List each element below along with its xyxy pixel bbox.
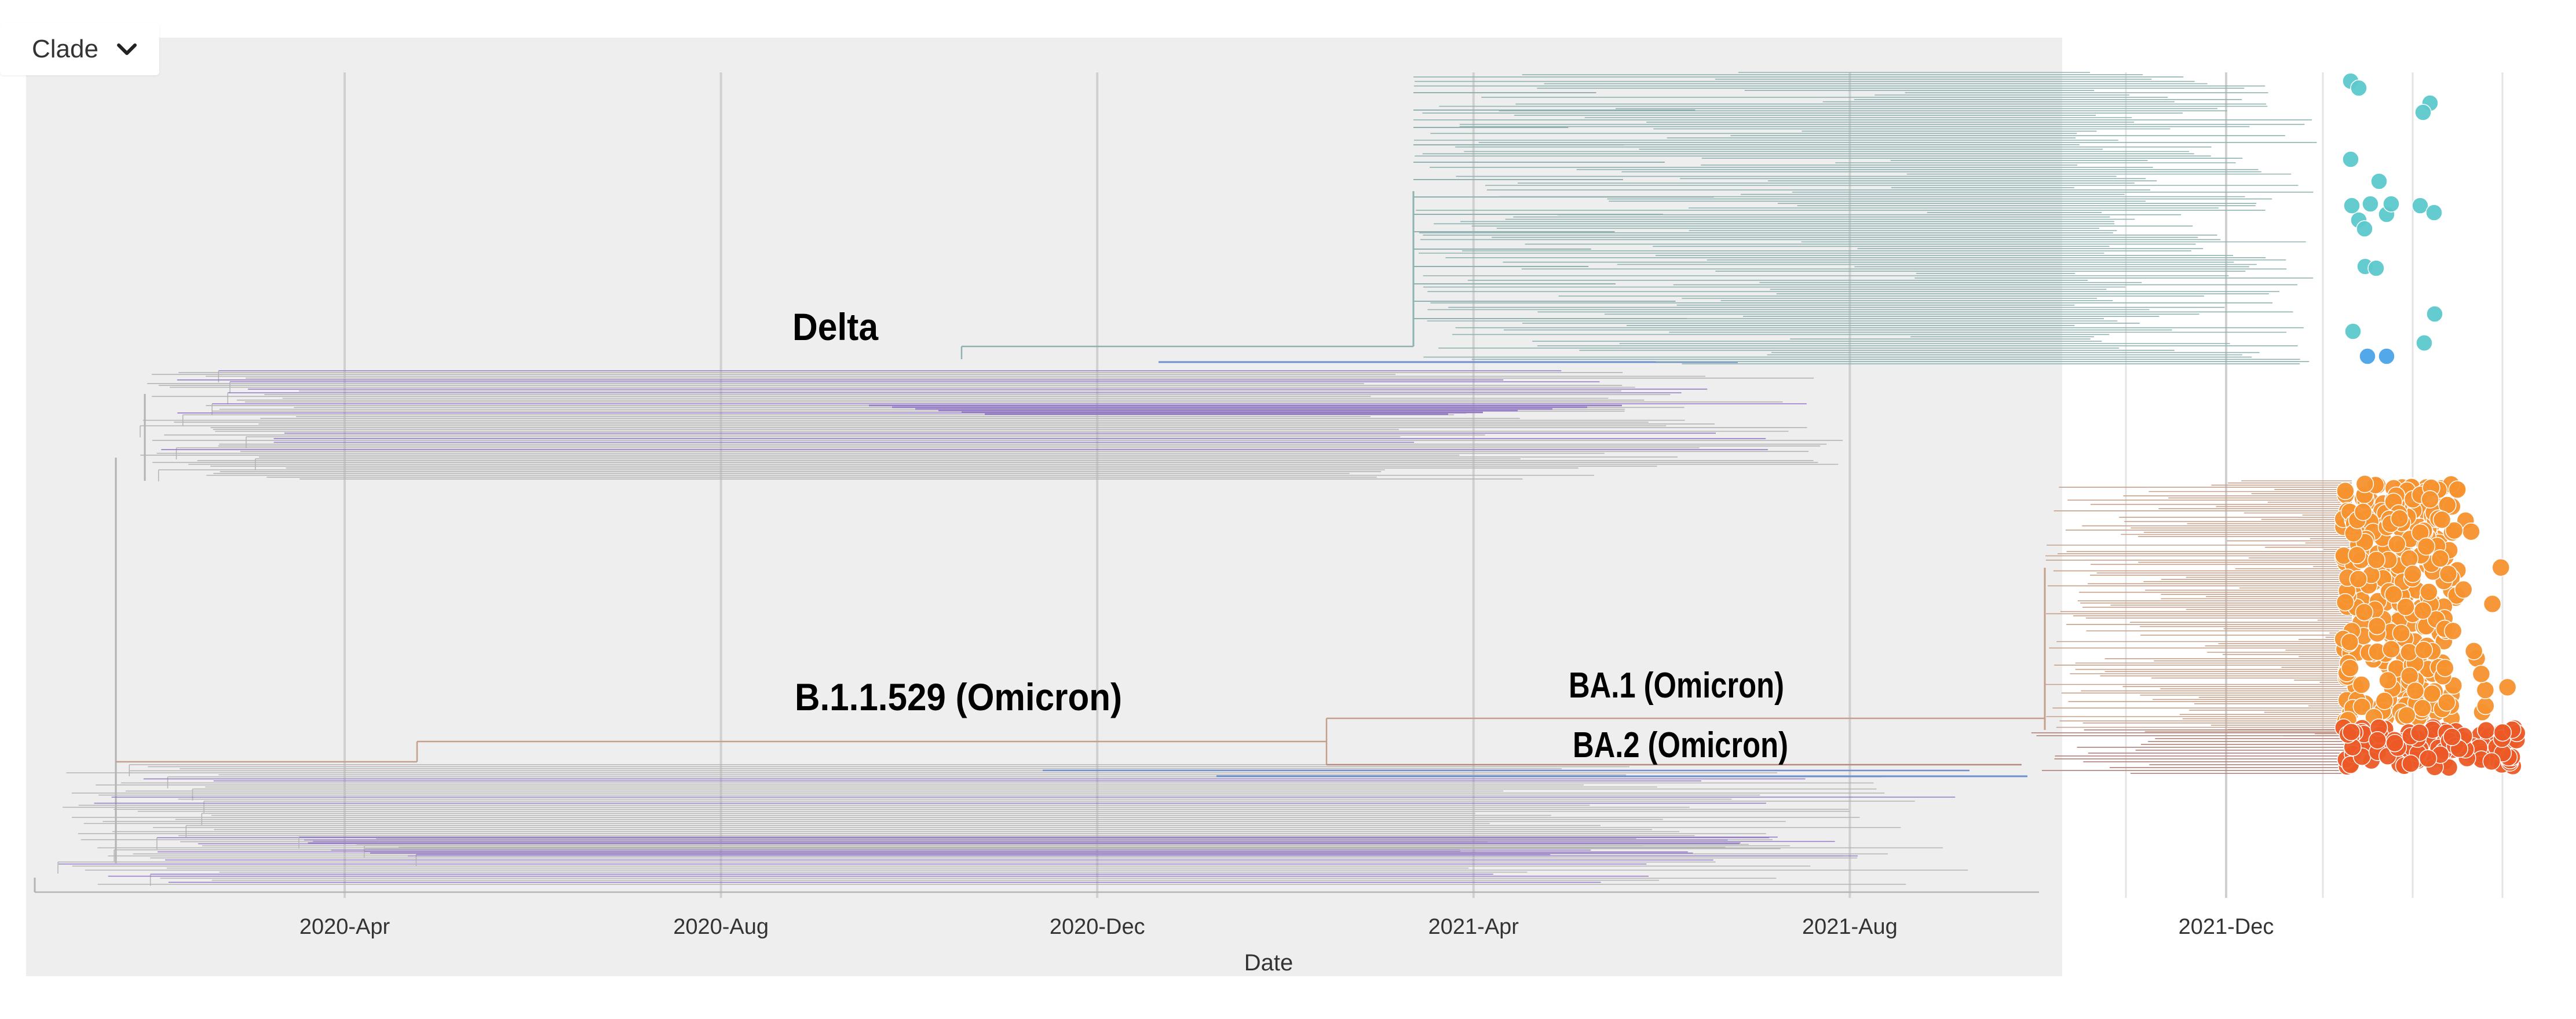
tip-node[interactable]	[2350, 79, 2367, 97]
tip-node[interactable]	[2472, 664, 2491, 684]
x-tick-label: 2020-Dec	[1050, 915, 1145, 939]
tip-node[interactable]	[2483, 594, 2502, 613]
tip-node[interactable]	[2413, 601, 2432, 620]
tip-node[interactable]	[2367, 616, 2387, 635]
tip-node[interactable]	[2367, 550, 2386, 569]
tip-node[interactable]	[2477, 721, 2495, 740]
tip-node[interactable]	[2378, 348, 2395, 365]
x-tick-label: 2020-Aug	[673, 915, 769, 939]
tip-node[interactable]	[2491, 558, 2511, 577]
tip-node[interactable]	[2342, 151, 2359, 168]
x-tick-label: 2021-Aug	[1802, 915, 1898, 939]
tip-node[interactable]	[2340, 633, 2359, 652]
tip-node[interactable]	[2431, 549, 2450, 568]
tip-node[interactable]	[2406, 681, 2425, 700]
tip-node[interactable]	[2443, 728, 2461, 746]
tip-node[interactable]	[2383, 195, 2400, 213]
tip-node[interactable]	[2454, 580, 2473, 599]
tip-node[interactable]	[2420, 583, 2438, 601]
x-axis: 2020-Apr 2020-Aug 2020-Dec 2021-Apr 2021-Aug…	[299, 915, 2274, 939]
tip-node[interactable]	[2425, 204, 2443, 221]
tip-node[interactable]	[2448, 480, 2467, 499]
tip-node[interactable]	[2384, 585, 2403, 604]
tip-node[interactable]	[2349, 569, 2368, 589]
tip-node[interactable]	[2482, 752, 2501, 771]
tip-node[interactable]	[2354, 502, 2373, 521]
x-tick-label: 2021-Dec	[2179, 915, 2274, 939]
tip-node[interactable]	[2342, 722, 2361, 742]
tip-node[interactable]	[2410, 724, 2429, 742]
tip-node[interactable]	[2426, 305, 2443, 323]
tip-node[interactable]	[2382, 640, 2400, 659]
tip-node[interactable]	[2400, 549, 2419, 568]
tip-node[interactable]	[2414, 641, 2433, 659]
tip-node[interactable]	[2375, 692, 2394, 710]
x-tick-label: 2020-Apr	[299, 915, 390, 939]
color-by-label: Clade	[32, 35, 98, 63]
tip-node[interactable]	[2464, 642, 2483, 660]
tip-node[interactable]	[2416, 334, 2433, 352]
tip-node[interactable]	[2413, 699, 2432, 718]
tip-node[interactable]	[2462, 522, 2480, 541]
tree-branches	[34, 72, 2352, 893]
tip-node[interactable]	[2367, 260, 2385, 277]
tip-node[interactable]	[2401, 754, 2420, 773]
tip-node[interactable]	[2336, 481, 2355, 501]
tip-node[interactable]	[2388, 535, 2406, 553]
tip-node[interactable]	[2493, 723, 2512, 742]
tip-node[interactable]	[2411, 197, 2429, 214]
tip-node[interactable]	[2348, 546, 2366, 564]
tip-node[interactable]	[2439, 565, 2458, 583]
tip-node[interactable]	[2403, 564, 2422, 583]
tree-tips[interactable]	[2334, 72, 2526, 777]
tip-node[interactable]	[2362, 195, 2379, 213]
tip-node[interactable]	[2355, 474, 2374, 494]
tip-node[interactable]	[2398, 706, 2416, 725]
tip-node[interactable]	[2341, 659, 2359, 677]
tip-node[interactable]	[2392, 624, 2411, 642]
tip-node[interactable]	[2356, 220, 2373, 238]
tip-node[interactable]	[2436, 659, 2454, 677]
tip-node[interactable]	[2344, 323, 2362, 340]
tip-node[interactable]	[2390, 509, 2409, 528]
tip-node[interactable]	[2438, 693, 2456, 712]
tip-node[interactable]	[2352, 675, 2371, 694]
tip-node[interactable]	[2444, 622, 2462, 641]
tip-node[interactable]	[2476, 696, 2495, 715]
color-by-dropdown[interactable]: Clade	[0, 23, 159, 75]
tip-node[interactable]	[2368, 731, 2387, 750]
tip-node[interactable]	[2418, 749, 2438, 768]
tip-node[interactable]	[2370, 173, 2388, 190]
tip-node[interactable]	[2421, 490, 2439, 509]
tip-node[interactable]	[2476, 681, 2495, 699]
tip-node[interactable]	[2352, 697, 2372, 716]
tip-node[interactable]	[2396, 597, 2415, 616]
tip-node[interactable]	[2355, 602, 2374, 622]
x-tick-label: 2021-Apr	[1428, 915, 1519, 939]
tip-node[interactable]	[2445, 521, 2464, 540]
annotation-ba1: BA.1 (Omicron)	[1569, 666, 1784, 706]
tip-node[interactable]	[2336, 593, 2355, 612]
chevron-down-icon[interactable]	[115, 37, 139, 61]
annotation-delta: Delta	[792, 305, 879, 348]
tip-node[interactable]	[2414, 104, 2432, 121]
annotation-omicron: B.1.1.529 (Omicron)	[795, 675, 1122, 718]
tip-node[interactable]	[2498, 678, 2517, 697]
tip-node[interactable]	[2343, 197, 2361, 214]
tip-node[interactable]	[2432, 510, 2451, 529]
tip-node[interactable]	[2359, 348, 2376, 365]
tip-node[interactable]	[2385, 733, 2404, 753]
tip-node[interactable]	[2378, 671, 2397, 690]
x-axis-title: Date	[1244, 950, 1294, 976]
tip-node[interactable]	[2417, 537, 2436, 556]
annotation-ba2: BA.2 (Omicron)	[1573, 725, 1788, 765]
